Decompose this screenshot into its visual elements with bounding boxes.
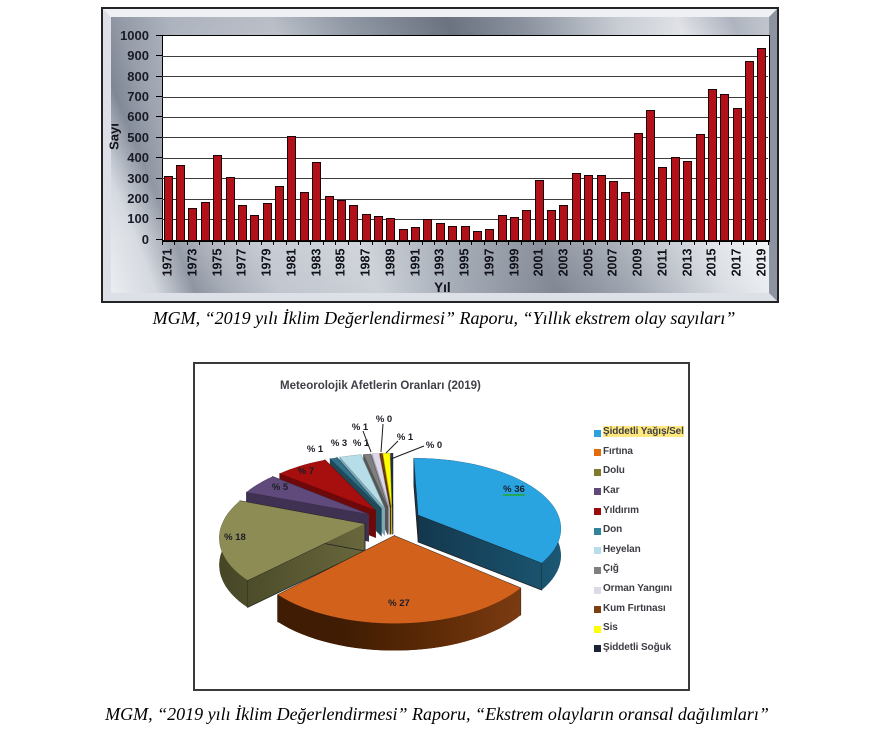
svg-text:% 18: % 18 — [224, 532, 246, 543]
svg-text:% 3: % 3 — [331, 438, 347, 449]
svg-text:% 7: % 7 — [298, 466, 314, 477]
svg-text:% 1: % 1 — [353, 438, 370, 449]
svg-text:% 1: % 1 — [352, 422, 369, 433]
svg-text:% 0: % 0 — [426, 440, 442, 451]
svg-text:% 36: % 36 — [503, 484, 525, 495]
svg-text:% 1: % 1 — [307, 444, 324, 455]
svg-text:% 27: % 27 — [388, 598, 410, 609]
svg-text:% 5: % 5 — [272, 482, 289, 493]
svg-text:% 1: % 1 — [397, 432, 414, 443]
svg-text:% 0: % 0 — [376, 414, 392, 425]
